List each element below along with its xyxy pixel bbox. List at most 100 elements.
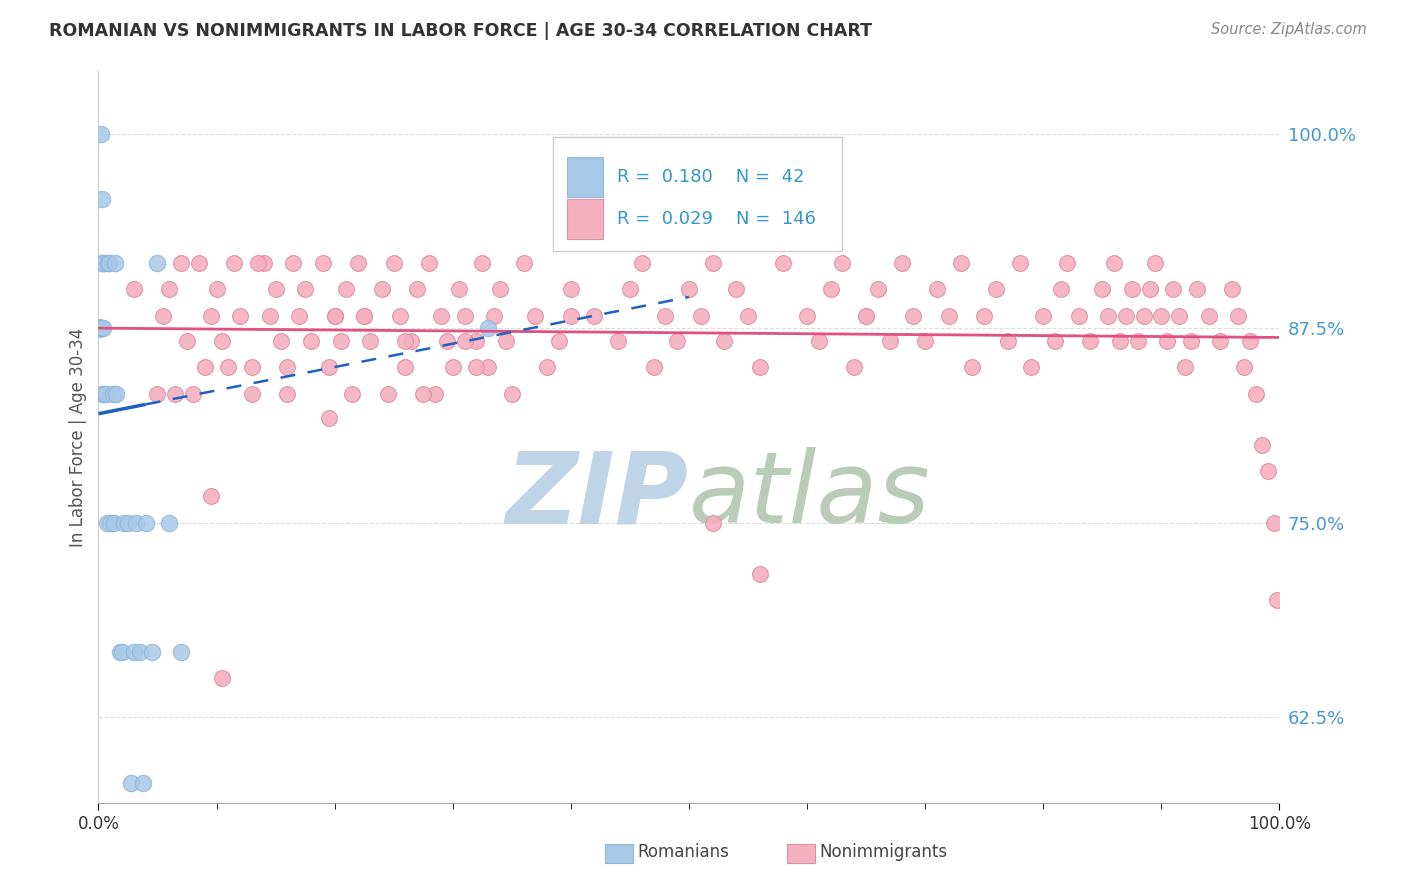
Point (725, 282, 748, 296)
Point (97, 256, 120, 270)
Point (91, 321, 114, 335)
Point (702, 516, 724, 530)
Point (1257, 464, 1279, 478)
Point (104, 256, 127, 270)
Point (98, 256, 121, 270)
Point (772, 256, 794, 270)
Point (146, 386, 169, 401)
Point (512, 256, 534, 270)
Point (477, 321, 499, 335)
Point (1161, 282, 1184, 296)
Text: R =  0.029    N =  146: R = 0.029 N = 146 (617, 210, 815, 227)
Point (855, 309, 877, 323)
Point (702, 256, 724, 270)
Point (1174, 359, 1197, 374)
Point (1156, 334, 1178, 348)
Point (176, 334, 198, 348)
Point (1008, 256, 1031, 270)
Point (276, 359, 298, 374)
Point (1056, 256, 1078, 270)
Point (689, 309, 711, 323)
Point (536, 359, 558, 374)
Point (89, 321, 111, 335)
Point (962, 359, 984, 374)
Point (1102, 256, 1125, 270)
Point (489, 282, 512, 296)
Point (831, 256, 853, 270)
Point (844, 359, 866, 374)
Point (666, 334, 689, 348)
Point (796, 309, 818, 323)
Point (1198, 309, 1220, 323)
Point (135, 516, 157, 530)
Text: Source: ZipAtlas.com: Source: ZipAtlas.com (1211, 22, 1367, 37)
Point (283, 256, 305, 270)
Point (401, 334, 423, 348)
Point (984, 282, 1007, 296)
Point (1180, 334, 1202, 348)
Point (630, 256, 652, 270)
Point (253, 256, 276, 270)
Point (436, 334, 458, 348)
Point (382, 256, 405, 270)
Point (122, 645, 145, 659)
Point (105, 386, 128, 401)
Point (997, 334, 1019, 348)
Point (914, 334, 936, 348)
Point (103, 516, 125, 530)
Point (607, 334, 630, 348)
Point (1239, 334, 1261, 348)
Point (157, 516, 180, 530)
Point (1263, 516, 1285, 530)
Point (205, 282, 228, 296)
Point (98, 516, 121, 530)
Point (342, 386, 364, 401)
Point (91, 386, 114, 401)
Point (418, 256, 440, 270)
Point (643, 359, 665, 374)
Point (377, 386, 399, 401)
Point (132, 775, 155, 789)
Point (890, 256, 912, 270)
Point (89, 321, 111, 335)
Point (1109, 334, 1132, 348)
Point (482, 309, 505, 323)
Point (938, 309, 960, 323)
Point (949, 256, 972, 270)
Point (524, 309, 547, 323)
Point (748, 567, 770, 582)
Point (288, 309, 311, 323)
Point (619, 282, 641, 296)
Point (90, 321, 112, 335)
Point (90, 321, 112, 335)
Point (1144, 256, 1167, 270)
Text: atlas: atlas (689, 447, 931, 544)
Point (112, 516, 135, 530)
Point (1132, 309, 1154, 323)
Point (973, 309, 995, 323)
Point (89, 321, 111, 335)
Point (583, 309, 606, 323)
Point (200, 309, 222, 323)
Bar (567, 157, 603, 197)
Point (1185, 282, 1208, 296)
Point (89, 321, 111, 335)
Point (89, 321, 111, 335)
Point (187, 256, 209, 270)
Point (1115, 309, 1137, 323)
Point (1126, 334, 1149, 348)
Point (323, 309, 346, 323)
Point (866, 282, 889, 296)
Point (264, 282, 287, 296)
Point (165, 386, 187, 401)
Point (1097, 309, 1119, 323)
Point (111, 645, 134, 659)
Point (406, 282, 429, 296)
Point (194, 359, 217, 374)
Point (90, 321, 112, 335)
Point (465, 334, 488, 348)
Point (1168, 309, 1191, 323)
Text: ZIP: ZIP (506, 447, 689, 544)
Point (335, 282, 357, 296)
Point (90, 127, 112, 141)
